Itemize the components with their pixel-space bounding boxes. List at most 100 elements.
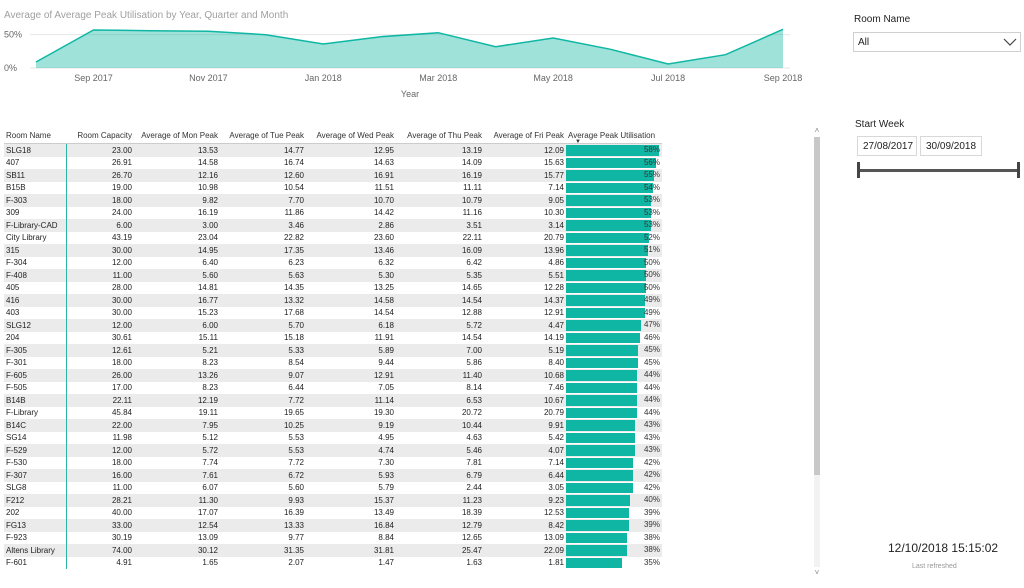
table-row[interactable]: FG13 33.00 12.54 13.33 16.84 12.79 8.42 39%: [4, 519, 662, 532]
table-row[interactable]: F-303 18.00 9.82 7.70 10.70 10.79 9.05 53%: [4, 194, 662, 207]
value-cell: 4.91: [116, 558, 132, 568]
sort-descending-icon[interactable]: ▼: [575, 139, 581, 145]
utilisation-bar: [566, 270, 647, 281]
value-cell: 24.00: [111, 208, 132, 218]
value-cell: 10.79: [396, 194, 484, 207]
table-row[interactable]: F-529 12.00 5.72 5.53 4.74 5.46 4.07 43%: [4, 444, 662, 457]
date-range-end-handle[interactable]: [1017, 162, 1020, 178]
table-row[interactable]: B14B 22.11 12.19 7.72 11.14 6.53 10.67 44%: [4, 394, 662, 407]
value-cell: 4.07: [484, 444, 566, 457]
utilisation-cell: 47%: [566, 319, 662, 332]
value-cell: 18.00: [66, 194, 134, 207]
utilisation-bar: [566, 220, 651, 231]
scroll-up-icon[interactable]: ˄: [814, 126, 820, 135]
table-row[interactable]: SLG12 12.00 6.00 5.70 6.18 5.72 4.47 47%: [4, 319, 662, 332]
table-row[interactable]: 407 26.91 14.58 16.74 14.63 14.09 15.63 56%: [4, 156, 662, 169]
table-row[interactable]: SLG18 23.00 13.53 14.77 12.95 13.19 12.09 58%: [4, 143, 662, 157]
value-cell: 7.46: [548, 383, 564, 393]
utilisation-bar: [566, 557, 623, 568]
value-cell: 13.32: [220, 294, 306, 307]
column-header[interactable]: Average of Wed Peak: [306, 127, 396, 144]
room-name-cell: 416: [4, 294, 67, 307]
utilisation-value: 51%: [643, 245, 660, 254]
utilisation-cell: 49%: [566, 307, 662, 320]
table-row[interactable]: F-Library-CAD 6.00 3.00 3.46 2.86 3.51 3.14 53%: [4, 219, 662, 232]
utilisation-bar: [566, 195, 651, 206]
table-row[interactable]: 416 30.00 16.77 13.32 14.58 14.54 14.37 49%: [4, 294, 662, 307]
value-cell: 6.44: [484, 469, 566, 482]
value-cell: 11.16: [462, 208, 482, 218]
table-row[interactable]: F-305 12.61 5.21 5.33 5.89 7.00 5.19 45%: [4, 344, 662, 357]
table-row[interactable]: 405 28.00 14.81 14.35 13.25 14.65 12.28 50%: [4, 281, 662, 294]
scroll-down-icon[interactable]: ˅: [814, 568, 820, 577]
value-cell: 15.77: [484, 169, 566, 182]
utilisation-bar: [566, 382, 637, 393]
table-row[interactable]: F-307 16.00 7.61 6.72 5.93 6.79 6.44 42%: [4, 469, 662, 482]
room-name-dropdown[interactable]: All: [853, 32, 1021, 52]
value-cell: 16.39: [283, 508, 304, 518]
utilisation-cell: 49%: [566, 294, 662, 307]
table-row[interactable]: F-505 17.00 8.23 6.44 7.05 8.14 7.46 44%: [4, 381, 662, 394]
value-cell: 13.26: [134, 369, 220, 382]
utilisation-bar: [566, 295, 645, 306]
column-header[interactable]: Average Peak Utilisation: [566, 127, 662, 144]
utilisation-bar: [566, 532, 627, 543]
scrollbar-thumb[interactable]: [814, 137, 820, 475]
table-row[interactable]: SG14 11.98 5.12 5.53 4.95 4.63 5.42 43%: [4, 431, 662, 444]
table-row[interactable]: Altens Library 74.00 30.12 31.35 31.81 25.47 2…: [4, 544, 662, 557]
utilisation-value: 53%: [643, 220, 660, 229]
value-cell: 7.30: [378, 458, 394, 468]
table-row[interactable]: F-530 18.00 7.74 7.72 7.30 7.81 7.14 42%: [4, 456, 662, 469]
table-row[interactable]: F-301 18.00 8.23 8.54 9.44 5.86 8.40 45%: [4, 356, 662, 369]
value-cell: 13.96: [484, 244, 566, 257]
table-row[interactable]: F-923 30.19 13.09 9.77 8.84 12.65 13.09 38%: [4, 531, 662, 544]
table-row[interactable]: F212 28.21 11.30 9.93 15.37 11.23 9.23 40%: [4, 494, 662, 507]
x-tick-label: Sep 2018: [764, 73, 803, 83]
column-header[interactable]: Average of Tue Peak: [220, 127, 306, 144]
table-row[interactable]: B14C 22.00 7.95 10.25 9.19 10.44 9.91 43%: [4, 419, 662, 432]
table-row[interactable]: B15B 19.00 10.98 10.54 11.51 11.11 7.14 54%: [4, 181, 662, 194]
scrollbar-track[interactable]: [814, 137, 820, 567]
end-date-input[interactable]: 30/09/2018: [920, 136, 982, 156]
table-row[interactable]: 315 30.00 14.95 17.35 13.46 16.09 13.96 51%: [4, 244, 662, 257]
column-header[interactable]: Average of Thu Peak: [396, 127, 484, 144]
table-row[interactable]: SLG8 11.00 6.07 5.60 5.79 2.44 3.05 42%: [4, 481, 662, 494]
table-row[interactable]: F-601 4.91 1.65 2.07 1.47 1.63 1.81 35%: [4, 556, 662, 569]
table-row[interactable]: 309 24.00 16.19 11.86 14.42 11.16 10.30 53%: [4, 206, 662, 219]
table-row[interactable]: F-605 26.00 13.26 9.07 12.91 11.40 10.68 44%: [4, 369, 662, 382]
utilisation-bar: [566, 282, 647, 293]
value-cell: 3.05: [548, 483, 564, 493]
utilisation-value: 54%: [643, 182, 660, 192]
table-row[interactable]: 202 40.00 17.07 16.39 13.49 18.39 12.53 39%: [4, 506, 662, 519]
room-name-cell: SB11: [4, 169, 67, 182]
start-date-input[interactable]: 27/08/2017: [857, 136, 917, 156]
value-cell: 15.23: [197, 308, 218, 318]
table-row[interactable]: SB11 26.70 12.16 12.60 16.91 16.19 15.77 55%: [4, 169, 662, 182]
value-cell: 3.51: [396, 219, 484, 232]
value-cell: 3.14: [484, 219, 566, 232]
utilisation-value: 43%: [643, 432, 660, 442]
date-range-slider-track[interactable]: [858, 169, 1020, 172]
column-header[interactable]: Average of Fri Peak: [484, 127, 566, 144]
value-cell: 11.91: [374, 333, 394, 343]
utilisation-value: 53%: [643, 195, 660, 204]
table-row[interactable]: F-408 11.00 5.60 5.63 5.30 5.35 5.51 50%: [4, 269, 662, 282]
column-header[interactable]: Room Capacity: [66, 127, 134, 144]
utilisation-cell: 51%: [566, 244, 662, 257]
value-cell: 7.72: [220, 394, 306, 407]
table-row[interactable]: 204 30.61 15.11 15.18 11.91 14.54 14.19 46%: [4, 331, 662, 344]
column-header[interactable]: Average of Mon Peak: [134, 127, 220, 144]
table-row[interactable]: F-Library 45.84 19.11 19.65 19.30 20.72 20.79 4…: [4, 406, 662, 419]
table-row[interactable]: City Library 43.19 23.04 22.82 23.60 22.11 20.…: [4, 231, 662, 244]
table-row[interactable]: F-304 12.00 6.40 6.23 6.32 6.42 4.86 50%: [4, 256, 662, 269]
date-range-start-handle[interactable]: [857, 162, 860, 178]
value-cell: 9.93: [220, 494, 306, 507]
value-cell: 6.79: [396, 469, 484, 482]
room-name-cell: 403: [4, 306, 67, 319]
column-header[interactable]: Room Name: [4, 127, 66, 144]
table-row[interactable]: 403 30.00 15.23 17.68 14.54 12.88 12.91 49%: [4, 306, 662, 320]
value-cell: 7.05: [378, 383, 394, 393]
value-cell: 18.00: [111, 358, 132, 368]
value-cell: 9.05: [484, 194, 566, 207]
table-scrollbar[interactable]: ˄ ˅: [812, 127, 822, 577]
